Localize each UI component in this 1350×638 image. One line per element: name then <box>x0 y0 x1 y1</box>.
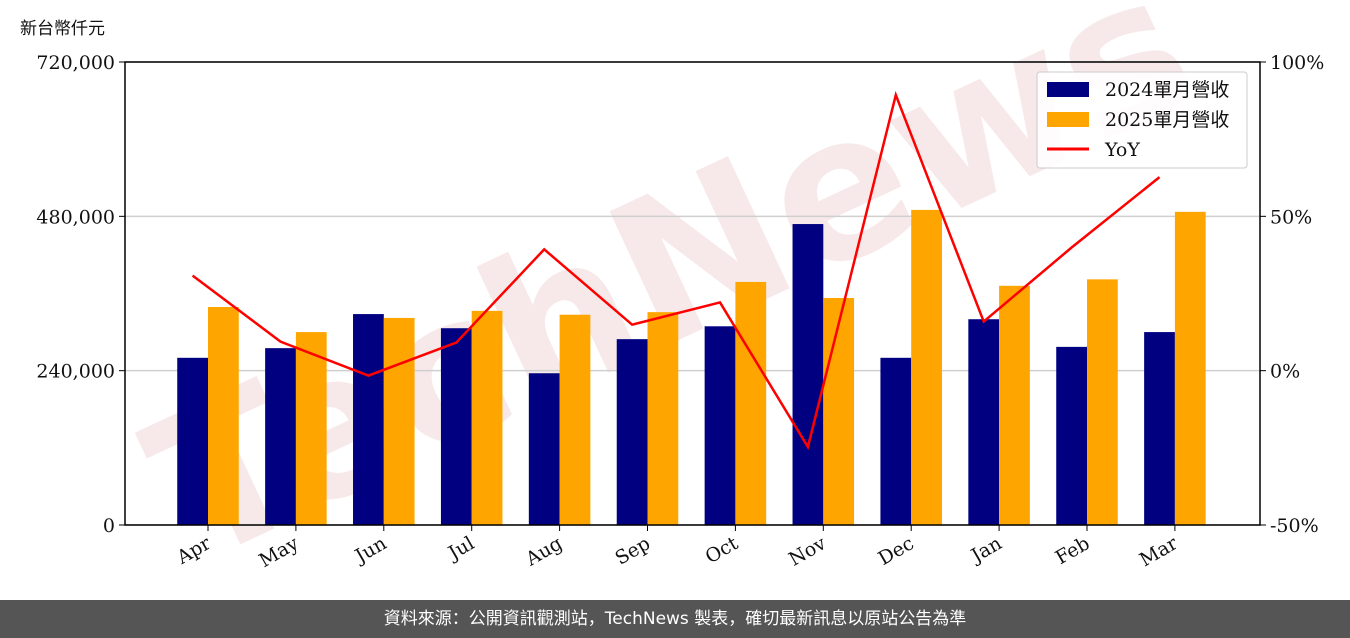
chart: 新台幣仟元 TechNews 0240,000480,000720,000-50… <box>20 0 1324 600</box>
y-tick-label: 240,000 <box>36 361 115 383</box>
legend-swatch <box>1047 112 1089 127</box>
bar <box>792 224 824 526</box>
bar <box>968 319 1000 525</box>
bar <box>735 281 767 525</box>
footer: 資料來源：公開資訊觀測站，TechNews 製表，確切最新訊息以原站公告為準 <box>0 600 1350 638</box>
y-tick-label: 720,000 <box>36 52 115 74</box>
yoy-line <box>191 90 1161 451</box>
y2-tick-label: 100% <box>1270 52 1324 74</box>
plot-frame <box>124 61 1261 526</box>
y2-tick-label: 0% <box>1270 361 1300 383</box>
bar <box>440 328 472 525</box>
bar <box>1174 211 1206 525</box>
bar <box>1087 279 1118 525</box>
bar <box>177 357 208 525</box>
bar <box>880 357 912 525</box>
bar <box>647 312 679 525</box>
bar <box>559 314 591 525</box>
bar <box>999 285 1030 525</box>
bar <box>1144 332 1175 525</box>
bar <box>528 373 560 525</box>
x-tick-label: Feb <box>1052 532 1094 569</box>
y-tick-label: 0 <box>103 515 115 537</box>
x-tick-label: Mar <box>1136 532 1182 571</box>
x-tick-label: Jan <box>966 532 1006 568</box>
legend-label: 2025單月營收 <box>1105 109 1229 131</box>
x-tick-label: Sep <box>611 532 654 569</box>
bar <box>704 326 736 525</box>
bar <box>616 339 648 525</box>
x-tick-label: Aug <box>521 532 566 571</box>
bar <box>265 348 296 525</box>
bar <box>471 310 503 525</box>
y-tick-label: 480,000 <box>36 206 115 228</box>
y-axis-label: 新台幣仟元 <box>20 19 105 39</box>
legend-swatch <box>1047 82 1089 97</box>
bar <box>353 314 384 525</box>
bar <box>911 209 942 525</box>
y2-tick-label: 50% <box>1270 206 1312 228</box>
legend-label: YoY <box>1104 139 1140 161</box>
x-tick-label: Jul <box>443 532 478 565</box>
bar <box>295 332 327 525</box>
x-tick-label: Oct <box>702 532 743 568</box>
x-tick-label: Nov <box>785 532 830 571</box>
x-tick-label: Dec <box>875 532 918 570</box>
bar <box>208 307 239 525</box>
legend-label: 2024單月營收 <box>1105 79 1229 101</box>
bar <box>383 317 415 525</box>
bar <box>1056 346 1087 525</box>
y2-tick-label: -50% <box>1270 515 1319 537</box>
legend-box <box>1036 71 1248 169</box>
bar <box>823 298 855 525</box>
